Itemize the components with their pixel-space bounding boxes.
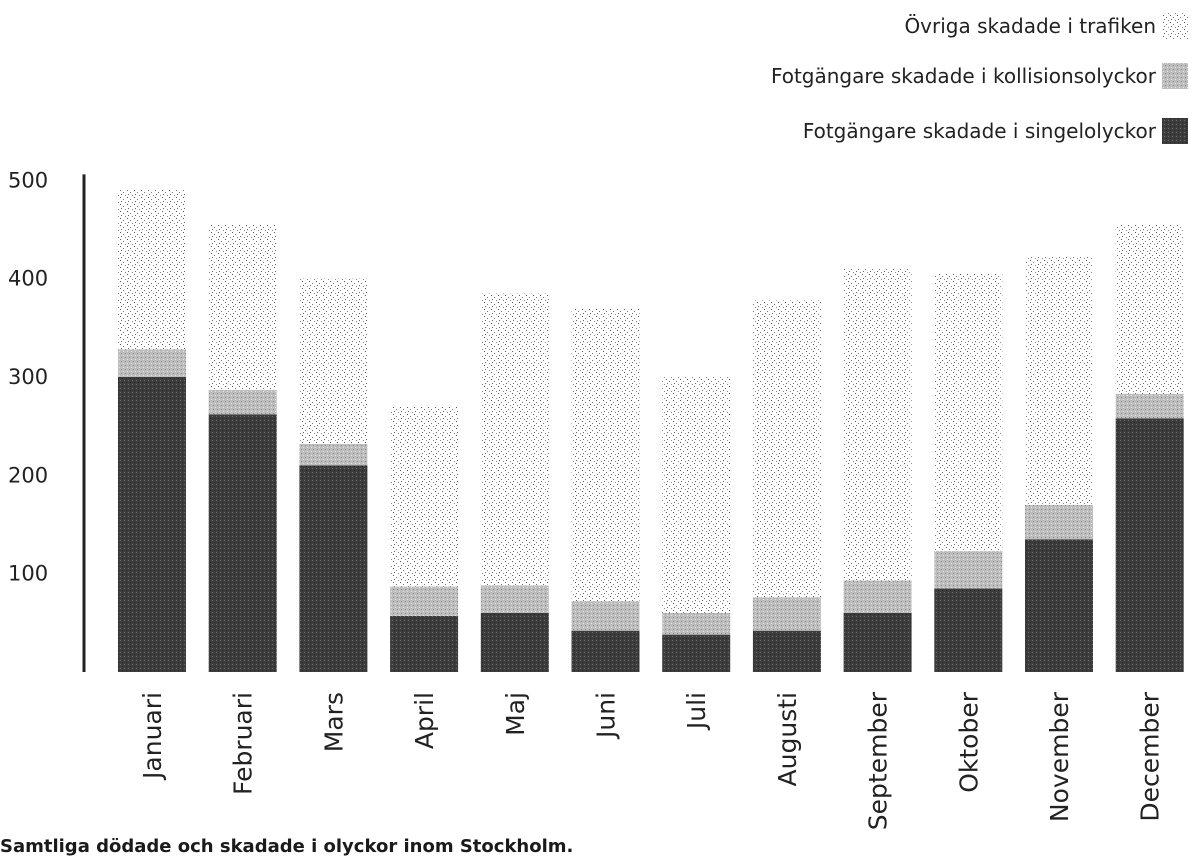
bar-singel bbox=[480, 613, 549, 672]
bar-kollision bbox=[1025, 504, 1093, 540]
bar-ovriga bbox=[208, 224, 277, 390]
bar-singel bbox=[571, 630, 640, 672]
legend-swatch-ovriga bbox=[1162, 13, 1188, 39]
bar-ovriga bbox=[934, 273, 1003, 552]
bar-ovriga bbox=[752, 300, 821, 598]
bar-ovriga bbox=[299, 278, 368, 444]
x-tick-label: Augusti bbox=[773, 692, 802, 786]
y-tick-label: 100 bbox=[8, 562, 48, 586]
bar-ovriga bbox=[843, 268, 912, 581]
y-tick-label: 300 bbox=[8, 365, 48, 389]
bar-kollision bbox=[480, 585, 549, 614]
x-tick-label: Oktober bbox=[954, 691, 983, 793]
bar-singel bbox=[118, 377, 186, 672]
x-tick-label: Juni bbox=[592, 692, 621, 740]
bar-singel bbox=[1025, 539, 1093, 672]
bar-ovriga bbox=[571, 308, 640, 602]
bar-singel bbox=[208, 414, 277, 672]
bar-kollision bbox=[662, 613, 731, 635]
x-axis-labels: Januari Februari Mars April Maj Juni Juli Augus… bbox=[138, 691, 1165, 830]
y-tick-label: 400 bbox=[8, 267, 48, 291]
x-tick-label: Februari bbox=[229, 692, 258, 795]
x-tick-label: Januari bbox=[138, 692, 167, 781]
bar-singel bbox=[662, 634, 731, 672]
bar-ovriga bbox=[390, 406, 459, 587]
bar-ovriga bbox=[118, 190, 186, 350]
bars-group bbox=[118, 190, 1184, 672]
y-tick-label: 200 bbox=[8, 463, 48, 487]
x-tick-label: April bbox=[410, 692, 439, 749]
x-tick-label: Juli bbox=[682, 692, 711, 731]
bar-kollision bbox=[934, 551, 1003, 589]
bar-kollision bbox=[208, 389, 277, 415]
legend-swatch-kollision bbox=[1162, 63, 1188, 89]
x-tick-label: December bbox=[1136, 691, 1165, 821]
bar-singel bbox=[390, 615, 459, 672]
bar-ovriga bbox=[1025, 257, 1093, 505]
bar-kollision bbox=[390, 586, 459, 616]
bar-singel bbox=[934, 588, 1003, 672]
legend-swatch-singel bbox=[1162, 118, 1188, 144]
bar-singel bbox=[752, 630, 821, 672]
y-axis: 100 200 300 400 500 bbox=[8, 168, 86, 672]
bar-singel bbox=[1115, 418, 1184, 672]
bar-singel bbox=[299, 465, 368, 672]
bar-kollision bbox=[118, 349, 186, 378]
x-tick-label: November bbox=[1045, 691, 1074, 822]
bar-kollision bbox=[843, 580, 912, 614]
y-tick-label: 500 bbox=[8, 168, 48, 192]
legend: Övriga skadade i trafiken Fotgängare skad… bbox=[771, 13, 1188, 144]
x-tick-label: Maj bbox=[501, 692, 530, 736]
bar-kollision bbox=[571, 601, 640, 631]
bar-kollision bbox=[299, 443, 368, 466]
x-tick-label: Mars bbox=[319, 692, 348, 752]
bar-kollision bbox=[752, 597, 821, 631]
bar-ovriga bbox=[480, 293, 549, 586]
bar-ovriga bbox=[1115, 224, 1184, 394]
chart-caption: Samtliga dödade och skadade i olyckor in… bbox=[0, 836, 574, 857]
legend-label-kollision: Fotgängare skadade i kollisionsolyckor bbox=[771, 64, 1157, 88]
bar-kollision bbox=[1115, 393, 1184, 419]
bar-singel bbox=[843, 613, 912, 672]
legend-label-ovriga: Övriga skadade i trafiken bbox=[904, 14, 1156, 38]
x-tick-label: September bbox=[864, 691, 893, 830]
legend-label-singel: Fotgängare skadade i singelolyckor bbox=[803, 119, 1157, 143]
bar-ovriga bbox=[662, 377, 731, 614]
